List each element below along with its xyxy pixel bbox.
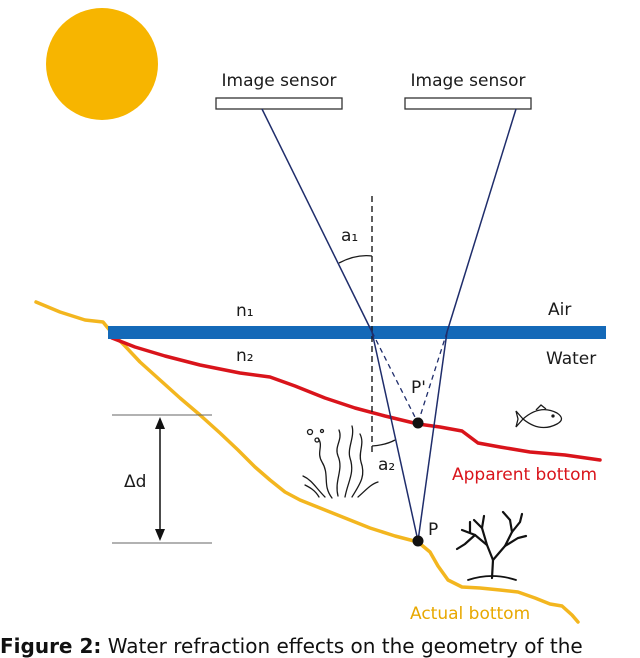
apparent-ray-extension-left <box>371 331 419 424</box>
incident-ray-right <box>446 108 517 333</box>
water-surface <box>108 326 606 339</box>
refracted-ray-right <box>417 331 448 542</box>
point-actual <box>412 535 424 547</box>
figure-caption: Figure 2: Water refraction effects on th… <box>0 634 640 658</box>
seaweed-icon <box>302 425 379 499</box>
fish-icon <box>515 404 563 429</box>
apparent-ray-extension-right <box>417 331 448 424</box>
coral-icon <box>455 510 528 581</box>
image-sensor-right-label: Image sensor <box>411 71 526 91</box>
incident-ray-left <box>261 108 373 333</box>
angle-arc-a2 <box>371 439 396 447</box>
air-label: Air <box>548 300 571 320</box>
index-n1-label: n₁ <box>236 301 254 321</box>
depth-delta-label: Δd <box>124 472 146 492</box>
figure-caption-text: Water refraction effects on the geometry… <box>107 634 583 658</box>
angle-a1-label: a₁ <box>341 226 358 246</box>
sun-icon <box>46 8 158 120</box>
actual-bottom-line <box>34 300 580 624</box>
angle-arc-a1 <box>338 255 373 264</box>
image-sensor-left <box>215 97 343 110</box>
depth-arrow-head-up <box>155 417 165 429</box>
water-label: Water <box>546 349 596 369</box>
depth-arrow-head-down <box>155 529 165 541</box>
figure-caption-prefix: Figure 2: <box>0 634 102 658</box>
point-actual-label: P <box>428 520 438 540</box>
angle-a2-label: a₂ <box>378 455 395 475</box>
point-apparent <box>412 417 424 429</box>
image-sensor-right <box>404 97 532 110</box>
refracted-ray-left <box>371 331 419 542</box>
apparent-bottom-line <box>110 336 602 462</box>
image-sensor-left-label: Image sensor <box>222 71 337 91</box>
point-apparent-label: P' <box>411 378 426 398</box>
actual-bottom-label: Actual bottom <box>410 604 530 624</box>
index-n2-label: n₂ <box>236 346 254 366</box>
apparent-bottom-label: Apparent bottom <box>452 465 597 485</box>
